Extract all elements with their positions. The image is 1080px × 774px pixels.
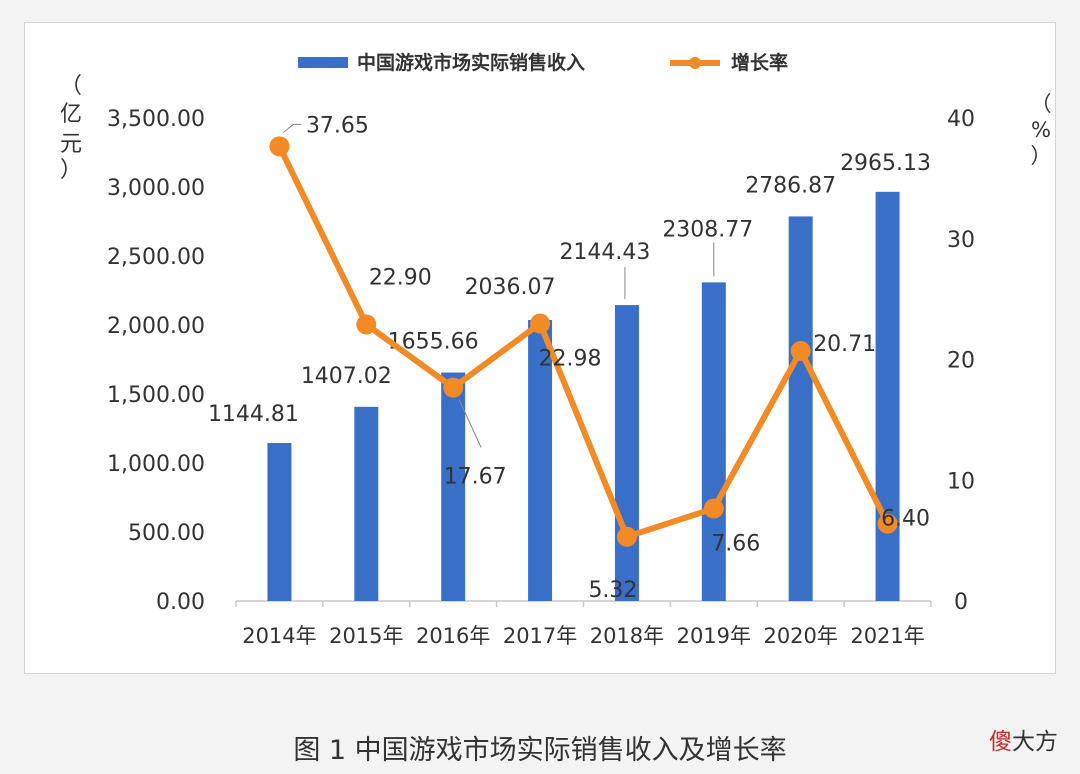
growth-label-leader-line [283,123,302,133]
bar-data-label: 2786.87 [745,173,836,198]
x-tick-label: 2020年 [763,624,837,648]
y-left-unit-label: （ [60,74,82,99]
growth-marker [703,498,724,519]
watermark-part1: 傻 [989,729,1012,755]
y-right-unit-label: % [1031,118,1051,142]
bar-data-label: 1407.02 [301,364,392,389]
growth-marker [530,313,551,334]
y-left-tick-label: 3,000.00 [107,176,205,201]
y-left-unit-label: 亿 [60,102,82,127]
y-left-tick-label: 1,000.00 [107,452,205,477]
growth-data-label: 22.98 [539,347,602,372]
bar [354,406,379,601]
bar-data-label: 2036.07 [465,275,556,300]
y-left-tick-label: 0.00 [156,590,205,615]
growth-marker [356,314,377,335]
bar [701,282,726,601]
legend-swatch-revenue [298,57,348,68]
bar [441,372,466,601]
watermark: 傻大方 [989,722,1058,756]
growth-data-label: 17.67 [444,465,507,490]
chart: 中国游戏市场实际销售收入 增长率 0.00 500.00 1,000.00 1,500.0… [60,51,1052,648]
x-tick-label: 2015年 [329,624,403,648]
y-right-tick-label: 10 [947,469,975,494]
legend-swatch-growth-marker [689,57,701,69]
x-tick-label: 2016年 [416,624,490,648]
x-tick-label: 2018年 [590,624,664,648]
y-left-tick-label: 3,500.00 [107,107,205,132]
growth-data-label: 20.71 [813,332,876,357]
legend-label-revenue: 中国游戏市场实际销售收入 [357,51,585,74]
y-left-unit-label: 元 [60,132,82,157]
bar-data-label: 2144.43 [559,240,650,265]
chart-frame: 中国游戏市场实际销售收入 增长率 0.00 500.00 1,000.00 1,500.0… [24,22,1056,674]
x-tick-label: 2017年 [503,624,577,648]
y-right-tick-label: 30 [947,228,975,253]
bar-data-label: 1144.81 [208,402,299,427]
bar [788,216,813,602]
growth-data-label: 22.90 [369,265,432,290]
growth-marker [790,340,811,361]
growth-marker [877,513,898,534]
x-tick-label: 2014年 [242,624,316,648]
bar [875,191,900,601]
y-left-tick-label: 2,500.00 [107,245,205,270]
bar-data-label: 2308.77 [662,217,753,242]
bar [267,443,292,601]
y-left-tick-label: 500.00 [128,521,205,546]
growth-data-label: 5.32 [588,578,637,603]
bar [614,305,639,601]
growth-data-label: 7.66 [711,532,760,557]
y-right-unit-label: （ [1031,92,1052,116]
watermark-part2: 大方 [1012,729,1058,755]
figure-caption: 图 1 中国游戏市场实际销售收入及增长率 [293,735,787,766]
growth-marker [443,377,464,398]
y-left-tick-label: 2,000.00 [107,314,205,339]
bar [528,320,553,601]
y-left-unit-label: ） [60,158,82,183]
growth-data-label: 6.40 [881,507,930,532]
y-right-unit-label: ） [1031,144,1052,168]
growth-marker [269,136,290,157]
growth-data-label: 37.65 [306,113,369,138]
y-right-tick-label: 0 [954,590,968,615]
growth-marker [616,526,637,547]
y-left-tick-label: 1,500.00 [107,383,205,408]
x-tick-label: 2019年 [677,624,751,648]
growth-line [276,145,891,540]
x-tick-label: 2021年 [850,624,924,648]
legend-label-growth: 增长率 [731,51,788,74]
y-right-tick-label: 20 [947,349,975,374]
growth-label-leader-line [458,399,482,448]
bar-data-label: 2965.13 [840,151,931,176]
y-right-tick-label: 40 [947,107,975,132]
